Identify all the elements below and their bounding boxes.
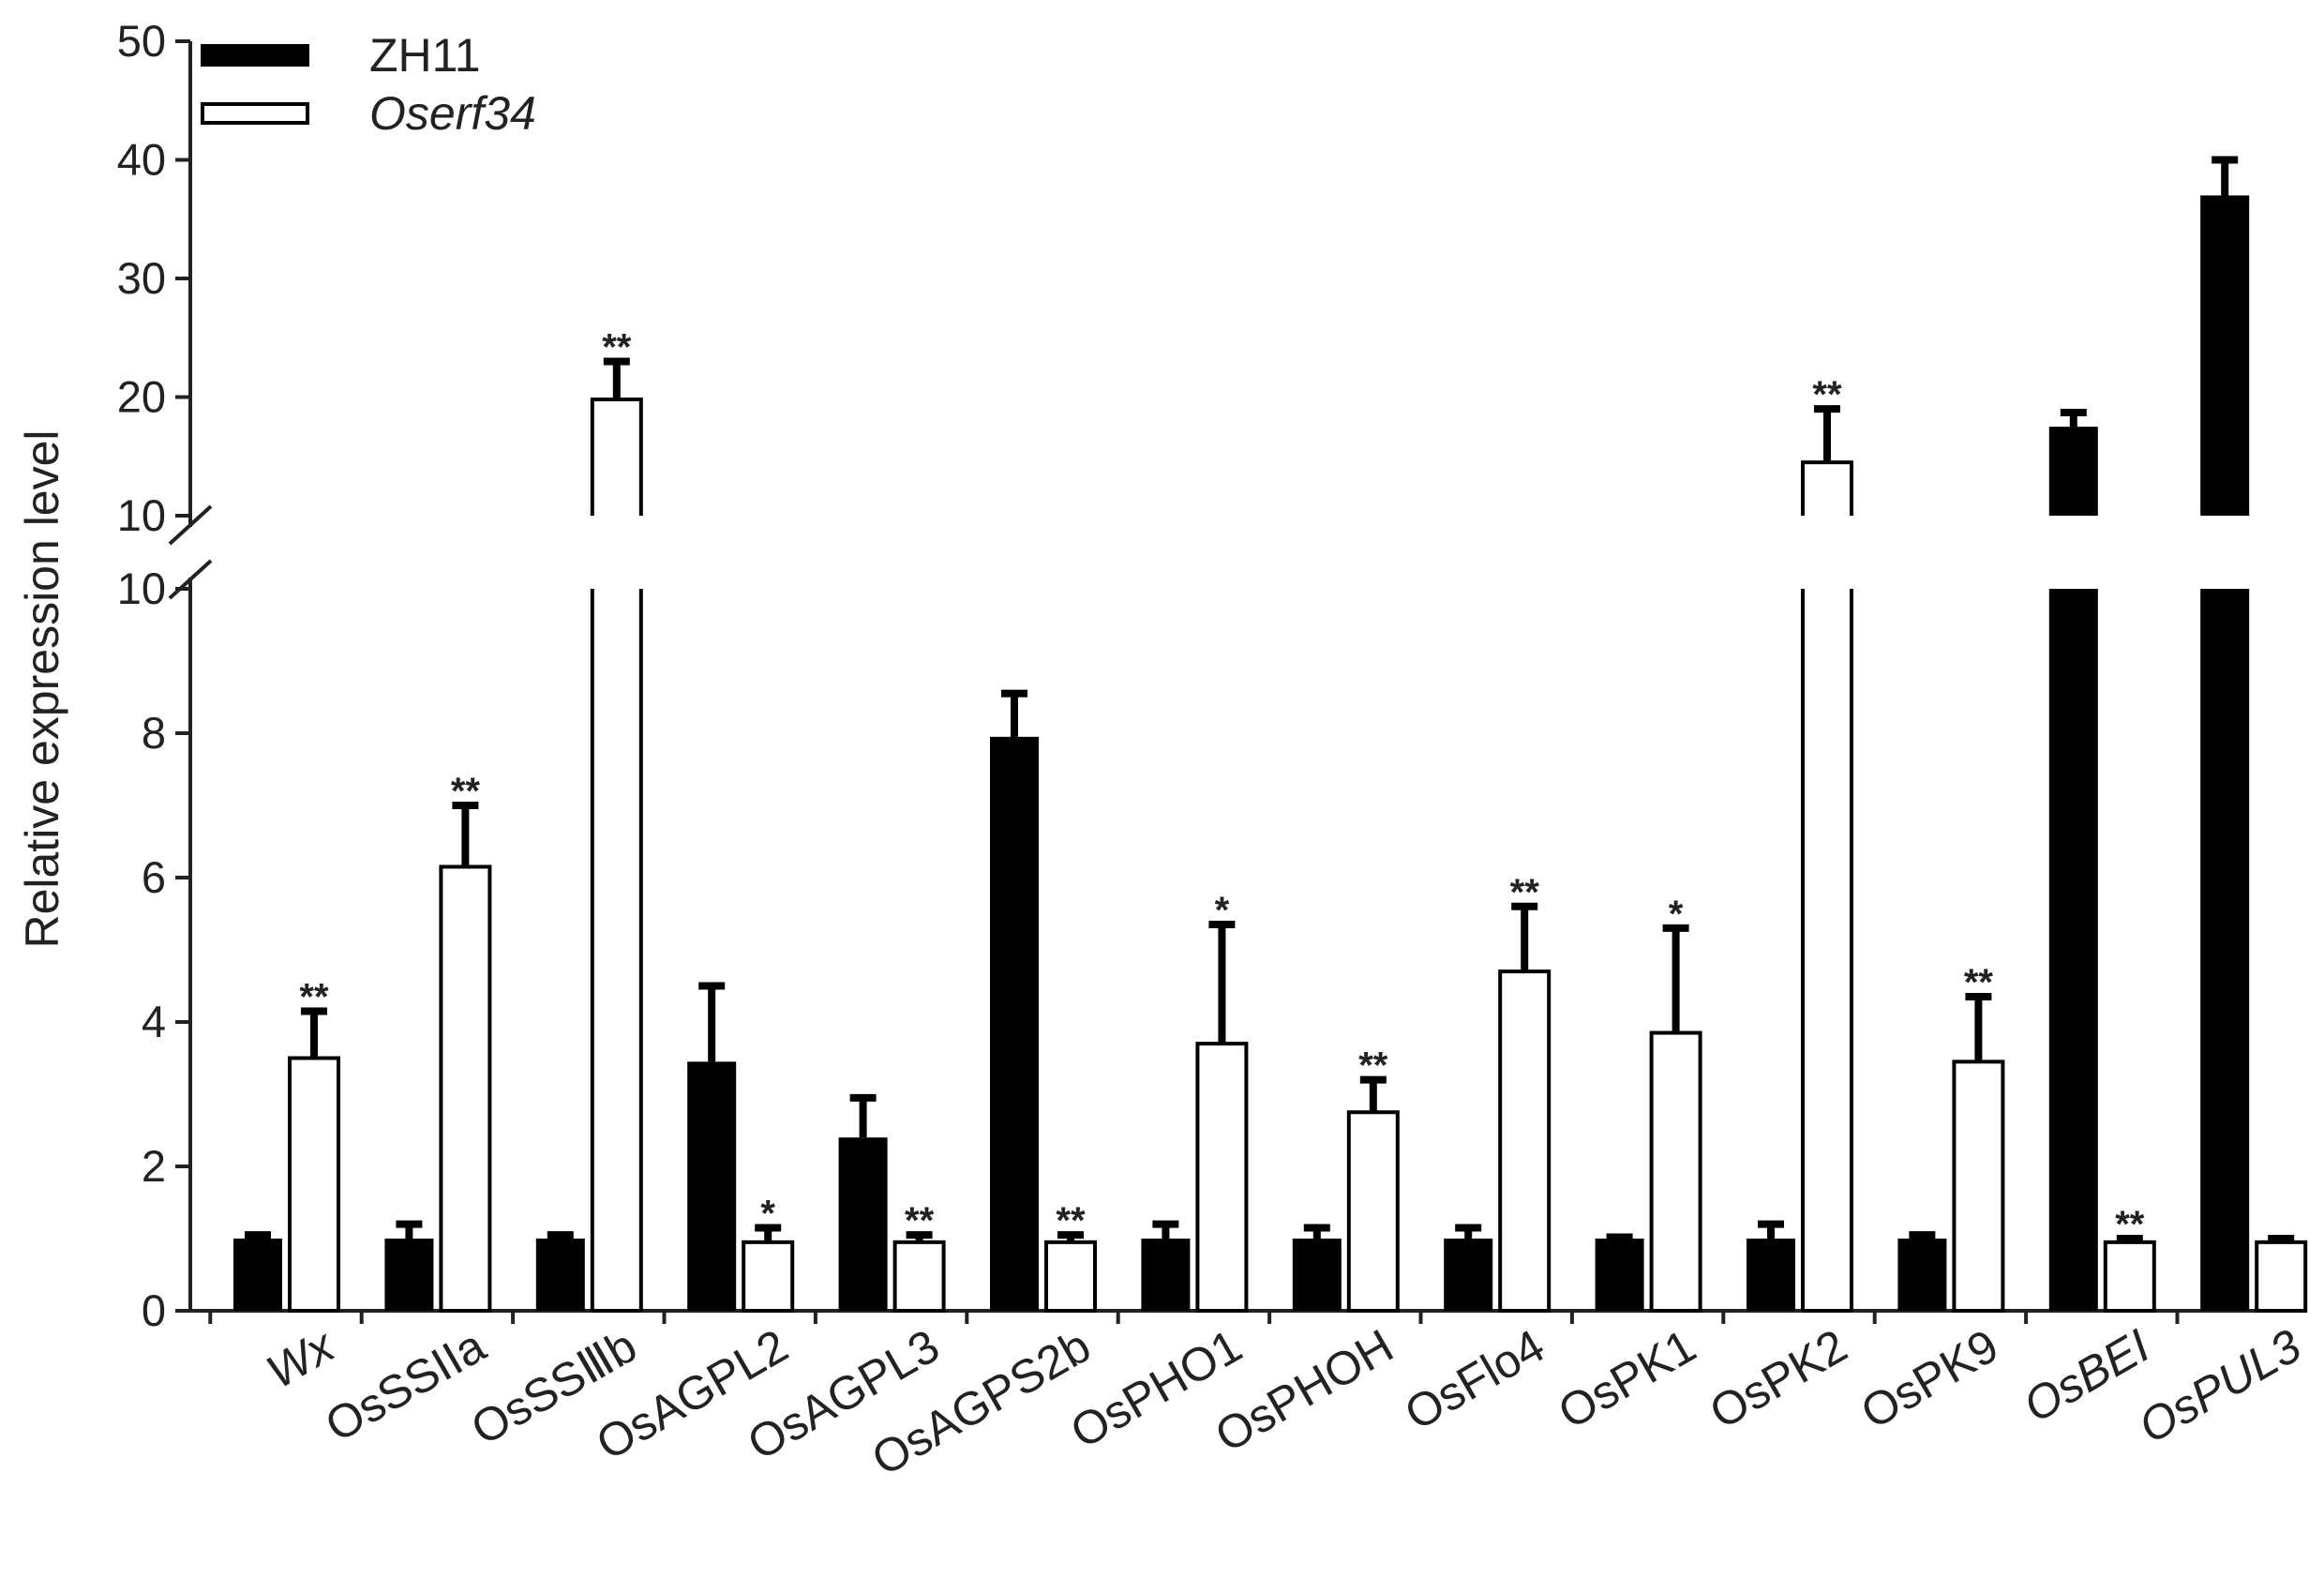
bar	[2255, 1240, 2308, 1313]
legend-item: ZH11	[201, 29, 481, 82]
y-tick-label: 50	[117, 16, 166, 66]
bars: ******* ** **************	[233, 156, 2308, 1314]
y-axis-title: Relative expression level	[16, 429, 68, 948]
legend-swatch	[201, 102, 309, 125]
significance-label: **	[602, 327, 632, 368]
y-tick-label: 2	[142, 1141, 166, 1191]
significance-label: **	[1358, 1045, 1388, 1087]
legend-swatch	[201, 44, 309, 67]
series-ZH11	[233, 156, 2250, 1311]
bar	[742, 1240, 795, 1313]
bar	[1044, 1240, 1097, 1313]
y-tick-label: 20	[117, 372, 166, 422]
significance-label: **	[1056, 1200, 1086, 1241]
bar	[535, 1239, 585, 1311]
significance-label: **	[1812, 374, 1842, 415]
significance-label: *	[1215, 890, 1230, 931]
bar	[1195, 1042, 1249, 1313]
bar	[590, 589, 643, 1313]
bar	[1498, 969, 1552, 1313]
bar	[1292, 1239, 1342, 1311]
bar	[2103, 1240, 2156, 1313]
bar	[384, 1239, 434, 1311]
significance-label: **	[451, 771, 481, 812]
axis-break-mark-upper	[168, 504, 213, 546]
bar	[233, 1239, 282, 1311]
significance-label: *	[1669, 894, 1684, 935]
x-category-label: OsPK2	[1701, 1319, 1855, 1439]
bar	[2048, 589, 2098, 1311]
significance-label: **	[1964, 962, 1994, 1003]
legend-label: ZH11	[369, 29, 481, 82]
series-Oserf34: ******* ** **************	[288, 327, 2308, 1314]
y-tick-label: 6	[142, 852, 166, 902]
x-category-label: OsPUL3	[2130, 1319, 2310, 1453]
bar-upper-segment	[590, 398, 643, 516]
y-tick-label: 4	[142, 997, 166, 1046]
bar	[838, 1137, 888, 1311]
bar	[990, 736, 1039, 1311]
legend-label: Oserf34	[369, 87, 536, 140]
bar	[1444, 1239, 1493, 1311]
significance-label: **	[905, 1200, 935, 1241]
y-tick-label: 10	[117, 490, 166, 540]
bar	[1649, 1030, 1702, 1314]
bar	[288, 1056, 340, 1313]
significance-label: **	[1510, 872, 1540, 913]
bar	[1346, 1110, 1400, 1313]
bar	[1952, 1059, 2005, 1313]
bar-upper-segment	[2048, 427, 2098, 516]
bar	[1747, 1239, 1795, 1311]
y-tick-label: 10	[117, 564, 166, 613]
y-tick-label: 0	[142, 1285, 166, 1335]
bar	[892, 1240, 946, 1313]
significance-label: **	[2115, 1204, 2145, 1245]
significance-label: *	[760, 1193, 775, 1234]
x-category-label: OsPK9	[1852, 1319, 2007, 1439]
x-category-label: OsPK1	[1550, 1319, 1704, 1439]
bar	[1897, 1239, 1947, 1311]
y-tick-label: 30	[117, 253, 166, 303]
bar	[1801, 589, 1853, 1313]
bar	[1141, 1239, 1191, 1311]
x-category-label: Wx	[258, 1318, 344, 1399]
legend-item: Oserf34	[201, 87, 536, 140]
y-tick-label: 8	[142, 708, 166, 758]
x-category-label: OsSSIIa	[317, 1319, 494, 1452]
x-category-label: OsFlo4	[1396, 1319, 1553, 1440]
bar	[1595, 1239, 1644, 1311]
bar	[687, 1061, 737, 1311]
y-axis: 0 2 4 6 8 10 10 20 30 40 50 Relative expression lev…	[16, 16, 213, 1335]
bar-upper-segment	[1801, 460, 1853, 516]
bar-upper-segment	[2200, 195, 2250, 516]
y-tick-label: 40	[117, 135, 166, 185]
significance-label: **	[299, 976, 329, 1017]
axis-break-mark-lower	[168, 559, 213, 600]
bar	[2200, 589, 2250, 1311]
x-axis: WxOsSSIIaOsSSⅢbOsAGPL2OsAGPL3OsAGPS2bOsP…	[190, 1309, 2310, 1486]
bar	[439, 864, 492, 1313]
